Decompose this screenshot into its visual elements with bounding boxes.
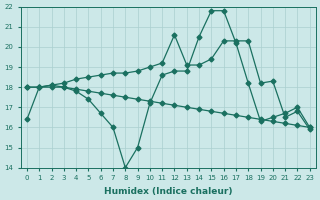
X-axis label: Humidex (Indice chaleur): Humidex (Indice chaleur) [104, 187, 233, 196]
